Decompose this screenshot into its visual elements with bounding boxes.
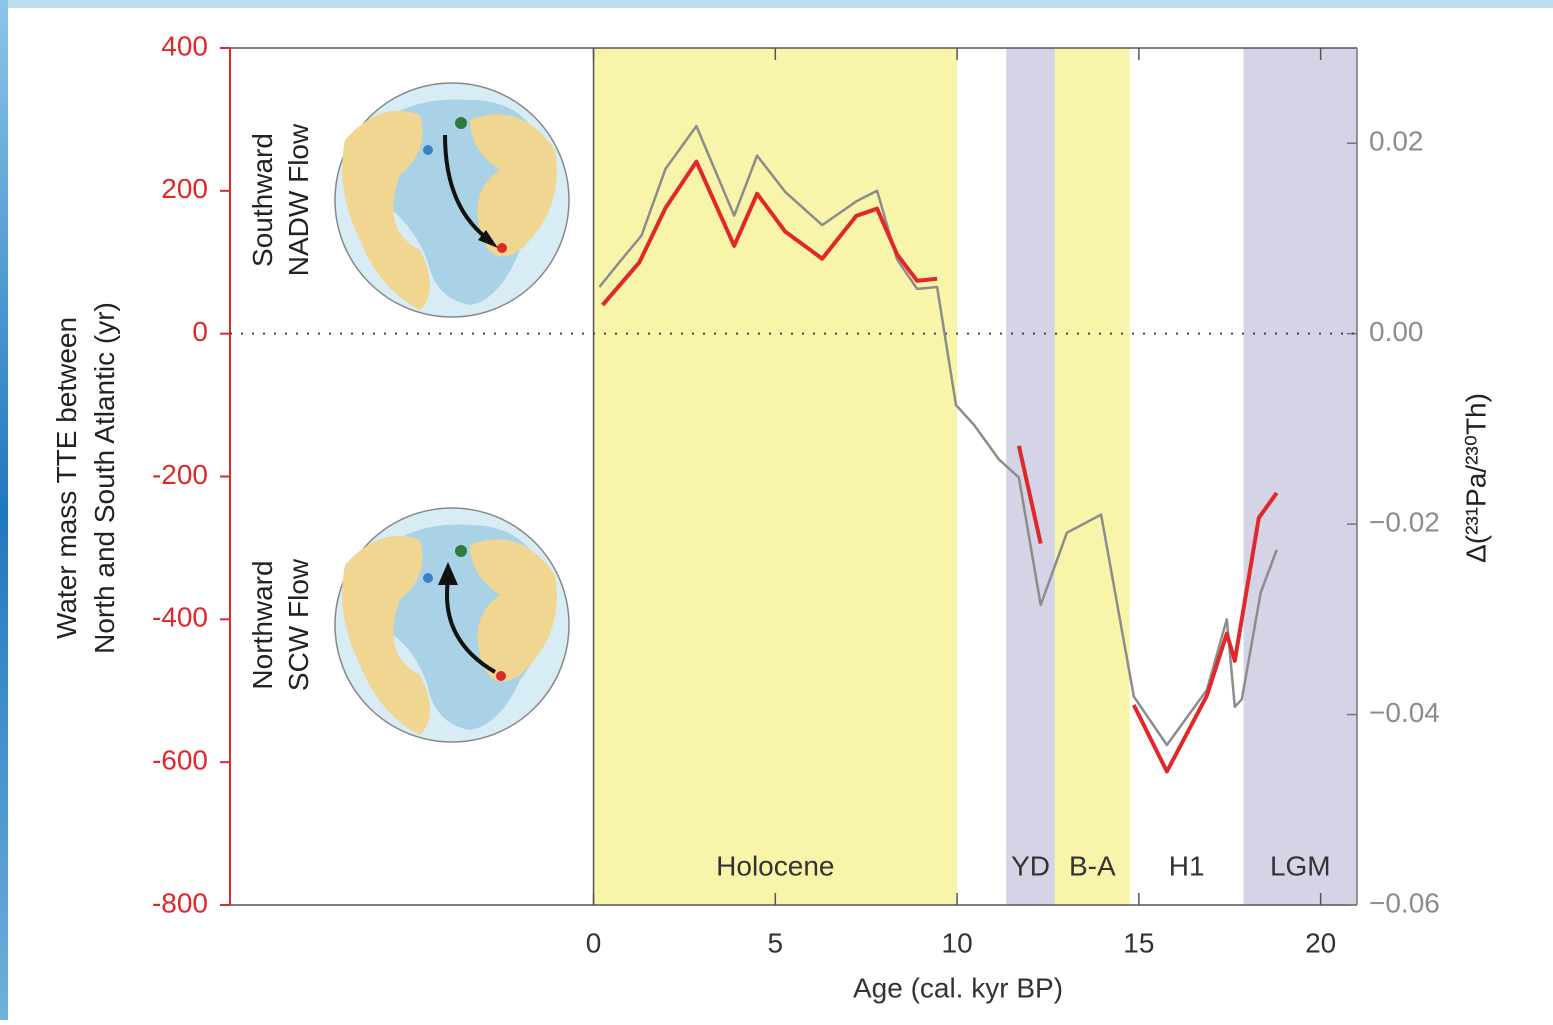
region-label: H1 [1169,850,1205,881]
annotation: Northward SCW Flow [247,558,314,691]
series-line [598,124,1278,747]
y-tick-label: 200 [161,173,208,204]
x-tick-label: 5 [768,927,784,958]
x-tick-label: 10 [942,927,973,958]
frame-left [0,0,8,1020]
region [1006,48,1055,905]
annotation-line: Northward [247,560,278,689]
series-line [601,159,1279,774]
region [1129,48,1244,905]
region-label: B-A [1069,850,1116,881]
x-axis-label: Age (cal. kyr BP) [853,972,1063,1003]
annotation-line: Southward [247,133,278,267]
globe-bottom [334,507,570,743]
region [593,48,958,905]
x-tick-label: 15 [1123,927,1154,958]
y2-tick-label: 0.00 [1369,316,1424,347]
y2-tick-label: −0.04 [1369,697,1440,728]
y-tick-label: -800 [152,887,208,918]
region [1054,48,1130,905]
annotation: Southward NADW Flow [247,123,314,276]
regions [592,48,1357,905]
y-tick-label: -400 [152,602,208,633]
region-label: Holocene [716,850,834,881]
annotation-line: NADW Flow [283,123,314,276]
y-tick-label: -600 [152,745,208,776]
y2-tick-label: 0.02 [1369,126,1424,157]
frame-top [0,0,1553,8]
y-tick-label: 400 [161,30,208,61]
axes: -800-600-400-2000200400−0.06−0.04−0.020.… [152,30,1440,958]
y2-tick-label: −0.02 [1369,507,1440,538]
annotation-line: SCW Flow [283,558,314,691]
y-tick-label: 0 [192,316,208,347]
y-axis-label-line: North and South Atlantic (yr) [89,302,120,654]
x-tick-label: 0 [586,927,602,958]
y-axis-label: Water mass TTE between North and South At… [51,302,120,654]
y-axis-label-line: Water mass TTE between [51,317,82,639]
region-label: YD [1011,850,1050,881]
region-label: LGM [1270,850,1331,881]
y-tick-label: -200 [152,459,208,490]
x-tick-label: 20 [1305,927,1336,958]
globe-top [334,82,570,318]
y2-tick-label: −0.06 [1369,887,1440,918]
region [1243,48,1357,905]
marks: Holocene YD B-A H1 LGM [230,124,1357,881]
y2-axis-label: Δ(²³¹Pa/²³⁰Th) [1460,393,1491,563]
